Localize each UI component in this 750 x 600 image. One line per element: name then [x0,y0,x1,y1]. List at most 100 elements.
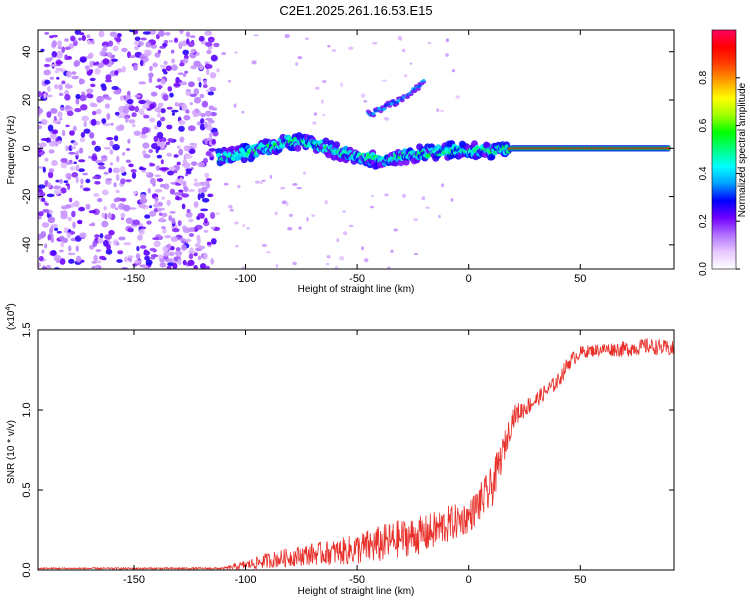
spectral-blob-993 [326,263,330,265]
spectral-blob-396 [75,98,80,105]
spectral-blob-1022 [389,102,394,106]
spectral-blob-421 [125,179,132,183]
spectral-blob-988 [450,198,454,202]
spectral-blob-940 [255,180,261,184]
spectral-blob-662 [143,114,150,119]
spectral-blob-885 [44,202,49,206]
spectral-blob-781 [201,181,208,186]
spectral-blob-896 [154,107,161,113]
spectral-blob-587 [57,46,63,50]
y-tick-label: 20 [21,94,33,106]
spectral-blob-535 [70,35,76,42]
x-tick-label: -100 [235,574,257,586]
spectral-blob-446 [122,152,126,156]
spectral-blob-254 [200,192,205,199]
spectral-blob-985 [296,186,302,190]
spectral-blob-931 [241,110,245,114]
spectral-blob-787 [58,92,64,96]
spectral-blob-290 [80,104,88,111]
spectral-blob-840 [50,108,58,114]
spectral-blob-632 [179,136,185,143]
spectral-blob-392 [111,58,118,62]
spectral-blob-241 [182,49,189,56]
spectral-blob-917 [339,256,345,261]
spectral-blob-539 [204,172,210,178]
spectral-blob-109 [98,165,106,170]
spectral-blob-862 [129,55,136,59]
spectral-blob-828 [181,203,186,210]
spectral-blob-821 [83,128,91,134]
spectral-blob-892 [114,198,120,202]
spectral-blob-95 [112,167,121,174]
spectral-blob-411 [178,237,186,241]
spectral-blob-179 [202,198,210,203]
spectral-blob-1002 [371,112,376,116]
spectral-blob-895 [200,208,209,212]
spectral-blob-526 [60,205,69,210]
spectral-blob-219 [91,40,95,45]
spectral-blob-728 [68,159,73,163]
spectral-blob-930 [242,223,246,228]
spectral-blob-922 [409,62,413,65]
spectral-blob-742 [104,234,112,240]
spectral-blob-548 [47,124,54,132]
spectral-blob-473 [138,167,147,171]
bottom-x-axis: -150 -100 -50 0 50 [123,330,586,586]
spectral-blob-872 [64,46,71,51]
spectral-blob-4 [85,178,91,184]
spectral-blob-469 [109,149,114,155]
spectral-blob-341 [187,125,196,132]
y-tick-label: -20 [21,189,33,205]
spectral-blob-593 [56,50,63,57]
spectral-blob-125 [138,81,146,85]
spectral-blob-464 [150,256,156,260]
snr-series-line [38,338,674,570]
spectral-blob-669 [80,178,84,185]
spectral-blob-528 [120,178,126,185]
y-tick-label: 1.5 [21,322,33,337]
spectral-blob-722 [139,193,147,199]
spectral-blob-694 [167,138,174,143]
spectral-blob-646 [91,266,96,269]
spectral-blob-459 [148,72,154,78]
spectral-blob-276 [94,264,102,269]
spectral-blob-943 [387,266,391,269]
spectral-blob-932 [261,243,267,247]
spectral-blob-267 [91,155,98,162]
spectral-blob-566 [173,154,179,158]
colorbar-tick-label: 0.6 [698,118,709,132]
spectral-blob-409 [143,154,151,159]
spectral-blob-984 [280,187,286,190]
spectral-blob-601 [134,260,143,264]
spectral-blob-937 [361,246,364,251]
colorbar-tick-label: 0.2 [698,214,709,228]
spectral-blob-529 [67,229,72,233]
spectral-blob-229 [160,108,166,114]
colorbar: 0.0 0.2 0.4 0.6 0.8 Normalized spectral ampl… [698,29,748,276]
spectral-blob-986 [441,183,445,188]
spectral-blob-841 [102,45,108,48]
spectral-blob-141 [173,37,179,43]
spectral-blob-702 [199,93,205,99]
spectral-blob-715 [104,96,112,100]
spectral-blob-802 [193,182,202,187]
spectral-blob-492 [88,223,95,227]
spectral-blob-825 [185,109,190,114]
spectral-blob-627 [159,65,166,68]
spectral-blob-445 [65,83,71,89]
spectral-blob-633 [174,102,179,107]
spectral-blob-949 [370,194,374,197]
spectral-blob-257 [168,166,176,171]
spectral-blob-867 [143,249,148,253]
spectral-blob-454 [205,41,213,47]
spectral-blob-719 [91,261,97,264]
y-tick-label: 40 [21,46,33,58]
spectral-blob-838 [193,143,197,149]
spectral-blob-135 [185,170,192,175]
spectral-blob-478 [127,138,131,144]
colorbar-tick-label: 0.8 [698,70,709,84]
spectral-blob-203 [116,259,123,263]
spectral-blob-749 [114,70,119,76]
y-tick-label: -40 [21,237,33,253]
spectral-blob-489 [127,255,134,259]
